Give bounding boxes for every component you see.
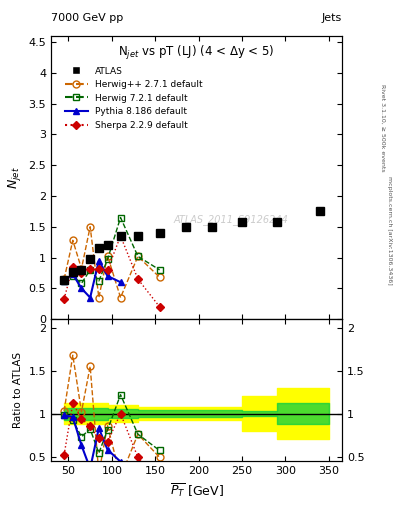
Herwig++ 2.7.1 default (88, 224, 92, 230)
Pythia 8.186 default (88, 294, 92, 301)
ATLAS (209, 224, 214, 230)
Herwig++ 2.7.1 default (136, 253, 140, 260)
Sherpa 2.2.9 default (96, 266, 101, 272)
Sherpa 2.2.9 default (88, 266, 92, 272)
Text: ATLAS_2011_S9126244: ATLAS_2011_S9126244 (174, 215, 289, 225)
Herwig++ 2.7.1 default (105, 252, 110, 259)
Line: Pythia 8.186 default: Pythia 8.186 default (61, 257, 124, 301)
ATLAS (96, 245, 101, 251)
ATLAS (240, 219, 244, 225)
Pythia 8.186 default (118, 279, 123, 285)
ATLAS (70, 269, 75, 275)
Line: Herwig 7.2.1 default: Herwig 7.2.1 default (61, 214, 163, 287)
Text: 7000 GeV pp: 7000 GeV pp (51, 13, 123, 23)
ATLAS (105, 242, 110, 248)
ATLAS (274, 219, 279, 225)
Herwig++ 2.7.1 default (79, 266, 84, 272)
ATLAS (183, 224, 188, 230)
ATLAS (79, 267, 84, 273)
Sherpa 2.2.9 default (62, 296, 66, 302)
Herwig 7.2.1 default (96, 278, 101, 284)
Herwig 7.2.1 default (70, 273, 75, 279)
X-axis label: $\overline{P_T}$ [GeV]: $\overline{P_T}$ [GeV] (170, 481, 223, 499)
Herwig 7.2.1 default (157, 267, 162, 273)
Sherpa 2.2.9 default (79, 270, 84, 276)
Herwig++ 2.7.1 default (96, 294, 101, 301)
Pythia 8.186 default (96, 258, 101, 264)
Sherpa 2.2.9 default (70, 264, 75, 270)
Text: Jets: Jets (321, 13, 342, 23)
ATLAS (136, 233, 140, 239)
Herwig 7.2.1 default (118, 215, 123, 221)
Pythia 8.186 default (70, 271, 75, 278)
Text: Rivet 3.1.10, ≥ 500k events: Rivet 3.1.10, ≥ 500k events (381, 84, 386, 172)
Herwig++ 2.7.1 default (62, 276, 66, 282)
ATLAS (118, 233, 123, 239)
Text: mcplots.cern.ch [arXiv:1306.3436]: mcplots.cern.ch [arXiv:1306.3436] (387, 176, 391, 285)
Pythia 8.186 default (62, 278, 66, 284)
Herwig++ 2.7.1 default (157, 274, 162, 281)
Pythia 8.186 default (105, 273, 110, 279)
Herwig 7.2.1 default (105, 257, 110, 263)
Text: N$_{jet}$ vs pT (LJ) (4 < $\Delta$y < 5): N$_{jet}$ vs pT (LJ) (4 < $\Delta$y < 5) (118, 45, 275, 62)
Herwig 7.2.1 default (62, 278, 66, 284)
Line: ATLAS: ATLAS (60, 207, 324, 285)
Herwig++ 2.7.1 default (118, 294, 123, 301)
Sherpa 2.2.9 default (157, 304, 162, 310)
ATLAS (88, 257, 92, 263)
Herwig++ 2.7.1 default (70, 237, 75, 243)
Herwig 7.2.1 default (136, 253, 140, 260)
Herwig 7.2.1 default (88, 267, 92, 273)
Y-axis label: $N_{jet}$: $N_{jet}$ (6, 166, 23, 189)
Y-axis label: Ratio to ATLAS: Ratio to ATLAS (13, 352, 23, 428)
Sherpa 2.2.9 default (136, 276, 140, 282)
Herwig 7.2.1 default (79, 281, 84, 287)
Pythia 8.186 default (79, 285, 84, 291)
ATLAS (318, 208, 323, 215)
ATLAS (62, 278, 66, 284)
Sherpa 2.2.9 default (118, 233, 123, 239)
Line: Sherpa 2.2.9 default: Sherpa 2.2.9 default (61, 233, 162, 310)
Sherpa 2.2.9 default (105, 267, 110, 273)
Line: Herwig++ 2.7.1 default: Herwig++ 2.7.1 default (61, 223, 163, 301)
ATLAS (157, 230, 162, 236)
Legend: ATLAS, Herwig++ 2.7.1 default, Herwig 7.2.1 default, Pythia 8.186 default, Sherp: ATLAS, Herwig++ 2.7.1 default, Herwig 7.… (61, 63, 206, 133)
